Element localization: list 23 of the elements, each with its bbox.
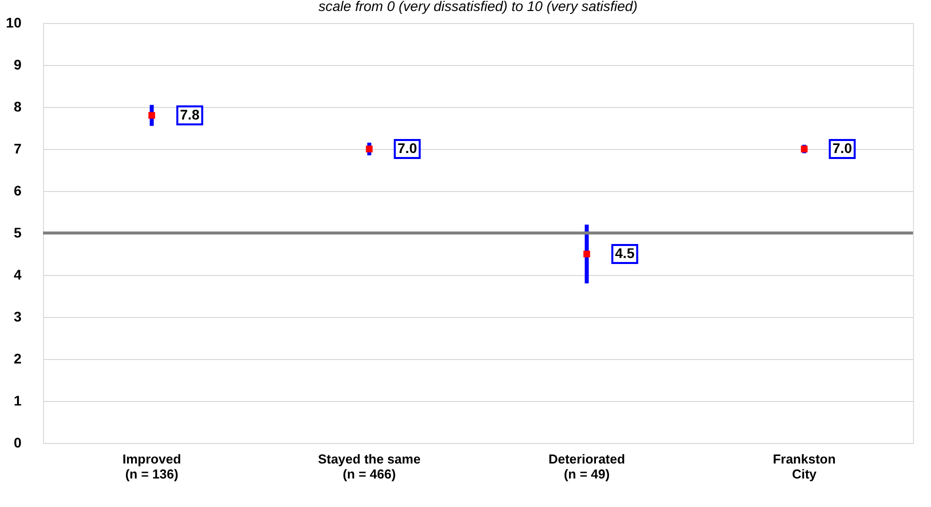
x-tick-label: Deteriorated (n = 49) [548, 452, 626, 482]
y-tick-label: 7 [14, 140, 22, 156]
data-label: 7.0 [832, 140, 852, 156]
y-tick-label: 10 [6, 14, 22, 30]
y-tick-label: 9 [14, 56, 22, 72]
y-tick-label: 6 [14, 182, 22, 198]
y-tick-label: 4 [14, 266, 22, 282]
data-label: 4.5 [615, 245, 635, 261]
y-tick-label: 3 [14, 308, 22, 324]
chart-subtitle: scale from 0 (very dissatisfied) to 10 (very satisfied) [318, 0, 638, 14]
point [148, 112, 156, 119]
point [583, 250, 590, 258]
y-tick-label: 5 [14, 224, 22, 240]
y-tick-label: 8 [14, 98, 22, 114]
x-tick-label: Frankston City [772, 452, 836, 482]
data-label: 7.8 [180, 106, 200, 122]
y-tick-label: 2 [14, 350, 22, 366]
x-tick-label: Stayed the same (n = 466) [318, 452, 421, 482]
y-tick-label: 1 [14, 392, 22, 408]
point [366, 146, 373, 152]
data-label: 7.0 [398, 140, 418, 156]
y-tick-label: 0 [14, 434, 22, 450]
x-tick-label: Improved (n = 136) [122, 452, 182, 482]
